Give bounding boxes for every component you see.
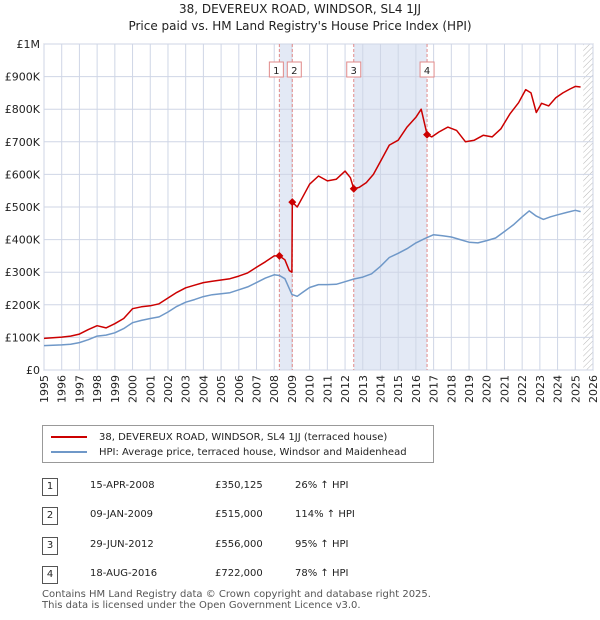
- sale-number: 2: [42, 507, 58, 525]
- x-tick-label: 1998: [91, 375, 104, 403]
- x-tick-label: 2017: [428, 375, 441, 403]
- y-tick-label: £1M: [17, 38, 41, 51]
- x-tick-label: 2026: [587, 375, 600, 403]
- legend-swatch-hpi: [51, 451, 87, 453]
- y-tick-label: £600K: [5, 168, 41, 181]
- legend-label-hpi: HPI: Average price, terraced house, Wind…: [99, 446, 407, 458]
- y-tick-label: £500K: [5, 201, 41, 214]
- sale-number-label: 2: [291, 66, 297, 77]
- x-tick-label: 2002: [162, 375, 175, 403]
- sale-number: 4: [42, 566, 58, 584]
- x-tick-label: 2008: [268, 375, 281, 403]
- sale-price: £350,125: [215, 480, 263, 491]
- x-tick-label: 2003: [180, 375, 193, 403]
- x-tick-label: 1999: [109, 375, 122, 403]
- price-chart: 38, DEVEREUX ROAD, WINDSOR, SL4 1JJ Pric…: [5, 2, 600, 403]
- sale-hpi-change: 114% ↑ HPI: [295, 509, 355, 520]
- y-tick-label: £900K: [5, 71, 41, 84]
- y-tick-label: £0: [26, 364, 40, 377]
- legend-swatch-property: [51, 436, 87, 438]
- x-tick-label: 2014: [374, 375, 387, 403]
- x-tick-label: 2011: [321, 375, 334, 403]
- x-tick-label: 2009: [286, 375, 299, 403]
- sale-number-box: [286, 61, 302, 78]
- plot-area: £0 £100K £200K £300K £400K £500K £600K £700K £80…: [5, 38, 600, 403]
- x-tick-label: 2018: [445, 375, 458, 403]
- x-tick-label: 2006: [233, 375, 246, 403]
- chart-title: 38, DEVEREUX ROAD, WINDSOR, SL4 1JJ: [179, 2, 421, 16]
- y-tick-label: £800K: [5, 103, 41, 116]
- x-tick-label: 1997: [73, 375, 86, 403]
- x-tick-label: 2000: [127, 375, 140, 403]
- license-line: This data is licensed under the Open Gov…: [42, 600, 361, 611]
- sale-number-label: 4: [424, 66, 430, 77]
- table-row: 4 18-AUG-2016 £722,000 78% ↑ HPI: [40, 566, 440, 584]
- y-tick-label: £400K: [5, 234, 41, 247]
- sale-number: 3: [42, 537, 58, 555]
- sale-number-box: [419, 61, 435, 78]
- sale-number: 1: [42, 478, 58, 496]
- sale-price: £556,000: [215, 539, 263, 550]
- x-tick-label: 2012: [339, 375, 352, 403]
- x-tick-label: 2016: [410, 375, 423, 403]
- y-tick-label: £200K: [5, 299, 41, 312]
- sale-hpi-change: 78% ↑ HPI: [295, 568, 349, 579]
- y-tick-label: £700K: [5, 136, 41, 149]
- sale-hpi-change: 26% ↑ HPI: [295, 480, 349, 491]
- sale-price: £515,000: [215, 509, 263, 520]
- sale-date: 15-APR-2008: [90, 480, 155, 491]
- x-tick-label: 2019: [463, 375, 476, 403]
- y-tick-label: £100K: [5, 331, 41, 344]
- x-tick-label: 2021: [498, 375, 511, 403]
- sale-number-label: 3: [351, 66, 357, 77]
- sale-hpi-change: 95% ↑ HPI: [295, 539, 349, 550]
- sale-number-box: [268, 61, 284, 78]
- x-tick-label: 2020: [481, 375, 494, 403]
- x-tick-label: 2023: [534, 375, 547, 403]
- x-tick-label: 2015: [392, 375, 405, 403]
- sale-price: £722,000: [215, 568, 263, 579]
- legend-label-property: 38, DEVEREUX ROAD, WINDSOR, SL4 1JJ (ter…: [99, 431, 388, 443]
- property-price-line: [43, 85, 581, 340]
- x-tick-label: 1996: [56, 375, 69, 403]
- x-tick-label: 2001: [144, 375, 157, 403]
- x-tick-label: 2024: [552, 375, 565, 403]
- y-tick-label: £300K: [5, 266, 41, 279]
- sale-number-label: 1: [273, 66, 279, 77]
- chart-subtitle: Price paid vs. HM Land Registry's House …: [128, 19, 471, 33]
- sale-point: [349, 184, 358, 193]
- sale-point: [275, 251, 284, 260]
- sale-date: 09-JAN-2009: [90, 509, 154, 520]
- x-tick-label: 2025: [569, 375, 582, 403]
- x-tick-label: 2022: [516, 375, 529, 403]
- footer: Contains HM Land Registry data © Crown c…: [42, 589, 431, 611]
- sale-date: 18-AUG-2016: [90, 568, 158, 579]
- table-row: 3 29-JUN-2012 £556,000 95% ↑ HPI: [40, 537, 440, 555]
- sale-point: [423, 130, 432, 139]
- hpi-line: [43, 209, 581, 347]
- x-tick-label: 2005: [215, 375, 228, 403]
- legend: 38, DEVEREUX ROAD, WINDSOR, SL4 1JJ (ter…: [42, 425, 434, 463]
- sale-date: 29-JUN-2012: [90, 539, 154, 550]
- x-tick-label: 2004: [197, 375, 210, 403]
- sale-number-box: [346, 61, 362, 78]
- sale-point: [288, 198, 297, 207]
- x-tick-label: 2007: [251, 375, 264, 403]
- copyright-line: Contains HM Land Registry data © Crown c…: [42, 589, 431, 600]
- table-row: 1 15-APR-2008 £350,125 26% ↑ HPI: [40, 478, 440, 496]
- table-row: 2 09-JAN-2009 £515,000 114% ↑ HPI: [40, 507, 440, 525]
- x-tick-label: 2010: [304, 375, 317, 403]
- legend-item-property: 38, DEVEREUX ROAD, WINDSOR, SL4 1JJ (ter…: [51, 430, 387, 444]
- x-tick-label: 1995: [38, 375, 51, 403]
- x-tick-label: 2013: [357, 375, 370, 403]
- legend-item-hpi: HPI: Average price, terraced house, Wind…: [51, 445, 407, 459]
